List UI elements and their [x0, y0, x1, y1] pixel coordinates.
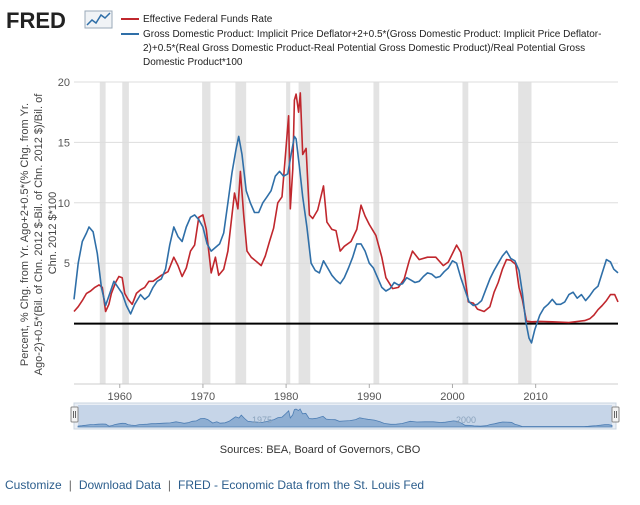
recession-band [462, 82, 469, 384]
x-tick-label: 1960 [108, 391, 132, 403]
y-tick-label: 5 [64, 258, 70, 270]
sources-text: Sources: BEA, Board of Governors, CBO [220, 444, 421, 456]
legend-label-fedfunds[interactable]: Effective Federal Funds Rate [143, 14, 273, 25]
legend-label-gdp[interactable]: Gross Domestic Product: Implicit Price D… [143, 29, 604, 68]
series-lines [73, 92, 619, 344]
navigator-label-2000: 2000 [456, 415, 476, 425]
fred-logo-text: FRED [6, 8, 66, 33]
recession-band [518, 82, 532, 384]
y-tick-label: 15 [58, 137, 70, 149]
footer-links: Customize | Download Data | FRED - Economic … [5, 478, 424, 492]
legend-label-gdp-line-1: Gross Domestic Product: Implicit Price D… [143, 29, 601, 40]
fred-home-link[interactable]: FRED - Economic Data from the St. Louis … [178, 478, 425, 492]
navigator-selection[interactable] [78, 405, 612, 427]
y-axis-label: Percent, % Chg. from Yr. Ago+2+0.5*(% Ch… [19, 91, 59, 376]
range-navigator[interactable]: 1975 2000 [70, 402, 620, 430]
footer-separator: | [167, 478, 171, 492]
x-tick-label: 1970 [191, 391, 215, 403]
download-data-link[interactable]: Download Data [78, 478, 161, 492]
recession-band [235, 82, 247, 384]
legend-label-gdp-line-3: Domestic Product*100 [143, 57, 243, 68]
y-tick-label: 20 [58, 77, 70, 89]
x-tick-label: 2010 [523, 391, 547, 403]
y-axis-label-line-3: Chn. 2012 $*100 [47, 192, 59, 275]
series-line-fedfunds[interactable] [73, 92, 619, 324]
recession-band [286, 82, 291, 384]
y-axis-label-line-2: Ago-2)+0.5*(Bil. of Chn. 2012 $-Bil. of … [33, 93, 45, 376]
fred-chart: FRED Effective Federal Funds Rate Gross … [6, 8, 620, 456]
plot-area [74, 82, 618, 384]
x-tick-label: 1980 [274, 391, 298, 403]
recession-band [122, 82, 129, 384]
y-axis-label-line-1: Percent, % Chg. from Yr. Ago+2+0.5*(% Ch… [19, 103, 31, 366]
fred-logo[interactable]: FRED [6, 8, 113, 33]
navigator-right-handle[interactable] [611, 406, 620, 423]
recession-band [373, 82, 380, 384]
navigator-left-handle[interactable] [70, 406, 79, 423]
recession-band [298, 82, 311, 384]
x-tick-label: 1990 [357, 391, 381, 403]
fred-logo-chart-line [86, 12, 111, 26]
legend-label-gdp-line-2: 2)+0.5*(Real Gross Domestic Product-Real… [143, 43, 585, 54]
navigator-series-area [77, 408, 613, 428]
recession-band [99, 82, 106, 384]
customize-link[interactable]: Customize [5, 478, 62, 492]
series-line-gdp[interactable] [73, 135, 619, 344]
x-tick-label: 2000 [440, 391, 464, 403]
gridlines [74, 81, 618, 385]
footer-separator: | [68, 478, 72, 492]
legend: Effective Federal Funds Rate Gross Domes… [121, 14, 604, 68]
navigator-label-1975: 1975 [252, 415, 272, 425]
y-tick-label: 10 [58, 198, 70, 210]
axis-tick-labels: 5 10 15 20 1960 1970 1980 1990 2000 2010 [58, 77, 548, 403]
